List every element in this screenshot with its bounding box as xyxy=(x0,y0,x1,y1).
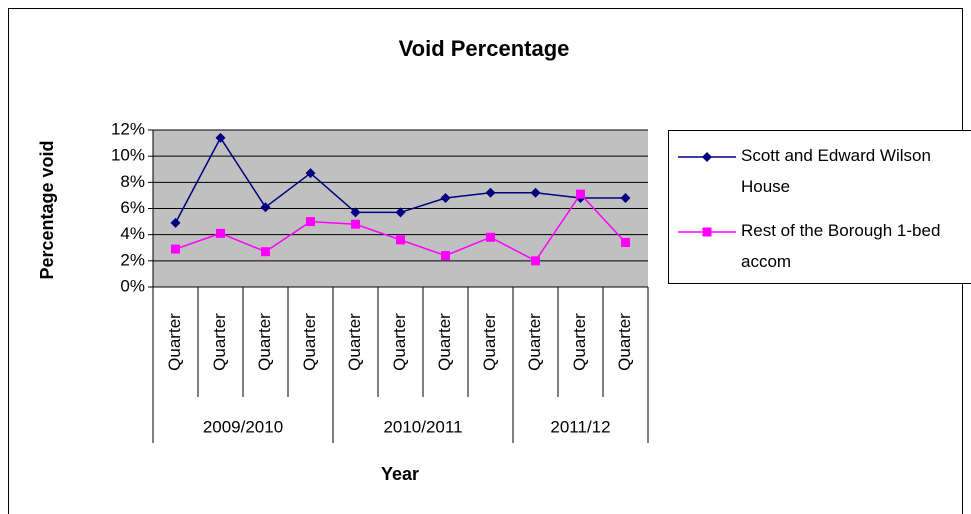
x-tick-label: Quarter xyxy=(165,313,184,371)
marker xyxy=(260,202,271,213)
marker xyxy=(170,217,181,228)
x-tick-label: Quarter xyxy=(435,313,454,371)
x-tick-label: Quarter xyxy=(345,313,364,371)
legend-line-text: accom xyxy=(741,252,791,271)
chart-title: Void Percentage xyxy=(399,36,570,61)
marker xyxy=(306,217,315,227)
marker xyxy=(215,132,226,143)
marker xyxy=(621,238,630,248)
marker xyxy=(702,227,712,237)
marker xyxy=(441,251,450,261)
x-tick-label: Quarter xyxy=(570,313,589,371)
group-label: 2010/2011 xyxy=(383,417,462,436)
x-tick-label: Quarter xyxy=(300,313,319,371)
group-label: 2009/2010 xyxy=(203,417,283,436)
marker xyxy=(350,207,361,218)
y-tick-label: 2% xyxy=(120,250,145,269)
marker xyxy=(440,193,451,204)
x-tick-label: Quarter xyxy=(210,313,229,371)
marker xyxy=(620,193,631,204)
marker xyxy=(486,232,495,242)
marker xyxy=(531,256,540,266)
legend-label: Rest of the Borough 1-bed accom xyxy=(741,221,940,271)
x-tick-label: Quarter xyxy=(390,313,409,371)
y-axis-label: Percentage void xyxy=(37,140,57,279)
marker xyxy=(216,228,225,238)
x-tick-label: Quarter xyxy=(255,313,274,371)
marker xyxy=(485,187,496,198)
marker xyxy=(351,219,360,229)
y-tick-label: 10% xyxy=(111,146,145,165)
marker xyxy=(702,152,712,162)
y-tick-label: 8% xyxy=(120,172,145,191)
y-tick-label: 12% xyxy=(111,119,145,138)
legend-box xyxy=(668,130,971,284)
legend-line-text: Scott and Edward Wilson xyxy=(741,146,931,165)
marker xyxy=(305,168,316,179)
marker xyxy=(576,189,585,199)
y-tick-label: 4% xyxy=(120,224,145,243)
y-tick-label: 0% xyxy=(120,276,145,295)
marker xyxy=(171,244,180,254)
x-tick-label: Quarter xyxy=(480,313,499,371)
x-tick-label: Quarter xyxy=(525,313,544,371)
marker xyxy=(261,247,270,257)
group-label: 2011/12 xyxy=(550,417,610,436)
marker xyxy=(395,207,406,218)
marker xyxy=(530,187,541,198)
y-tick-label: 6% xyxy=(120,198,145,217)
legend-line-text: House xyxy=(741,177,790,196)
legend-label: Scott and Edward Wilson House xyxy=(741,146,931,196)
legend-line-text: Rest of the Borough 1-bed xyxy=(741,221,940,240)
x-axis-label: Year xyxy=(381,464,419,484)
x-tick-label: Quarter xyxy=(615,313,634,371)
marker xyxy=(396,235,405,245)
